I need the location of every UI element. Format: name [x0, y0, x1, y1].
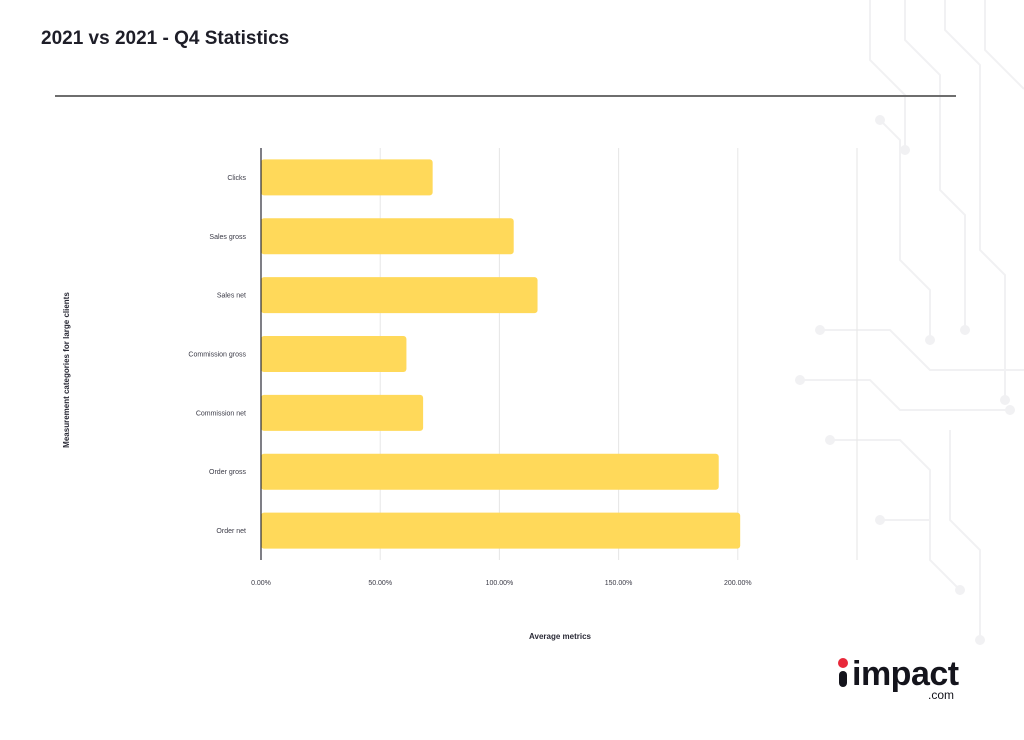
category-label: Order net [216, 528, 246, 535]
category-label: Sales gross [209, 234, 246, 241]
category-label: Sales net [217, 293, 246, 300]
x-tick-label: 150.00% [605, 580, 633, 587]
category-label: Order gross [209, 469, 246, 476]
bar-order-gross [261, 453, 719, 490]
impact-logo: impact .com [836, 655, 966, 705]
x-tick-label: 0.00% [251, 580, 271, 587]
x-axis-title: Average metrics [529, 632, 592, 641]
logo-domain-suffix: .com [928, 688, 955, 702]
bar-sales-gross [261, 218, 514, 255]
logo-dark-bar [839, 671, 847, 687]
logo-wordmark: impact [852, 655, 959, 693]
y-axis-title: Measurement categories for large clients [62, 292, 71, 448]
category-labels: Clicks Sales gross Sales net Commission gro… [188, 175, 246, 535]
bars [261, 159, 741, 549]
grid-lines [379, 148, 858, 560]
x-tick-labels: 0.00% 50.00% 100.00% 150.00% 200.00% [251, 580, 752, 587]
category-label: Commission gross [188, 352, 246, 359]
header-divider [55, 95, 956, 97]
category-label: Clicks [227, 175, 246, 182]
bar-sales-net [261, 277, 538, 314]
bar-clicks [261, 159, 433, 196]
bar-order-net [261, 512, 741, 549]
x-tick-label: 100.00% [486, 580, 514, 587]
x-tick-label: 50.00% [368, 580, 392, 587]
page-title: 2021 vs 2021 - Q4 Statistics [41, 28, 290, 49]
bar-commission-net [261, 394, 424, 431]
logo-red-dot [838, 658, 848, 668]
x-tick-label: 200.00% [724, 580, 752, 587]
category-label: Commission net [196, 410, 246, 417]
bar-commission-gross [261, 336, 407, 372]
